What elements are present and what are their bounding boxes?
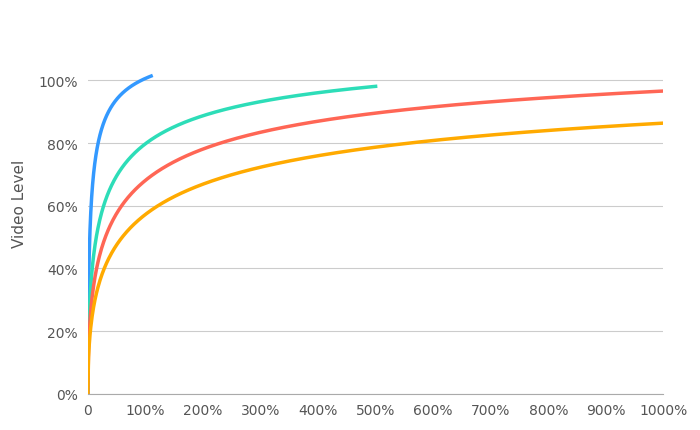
Y-axis label: Video Level: Video Level [13, 159, 27, 247]
